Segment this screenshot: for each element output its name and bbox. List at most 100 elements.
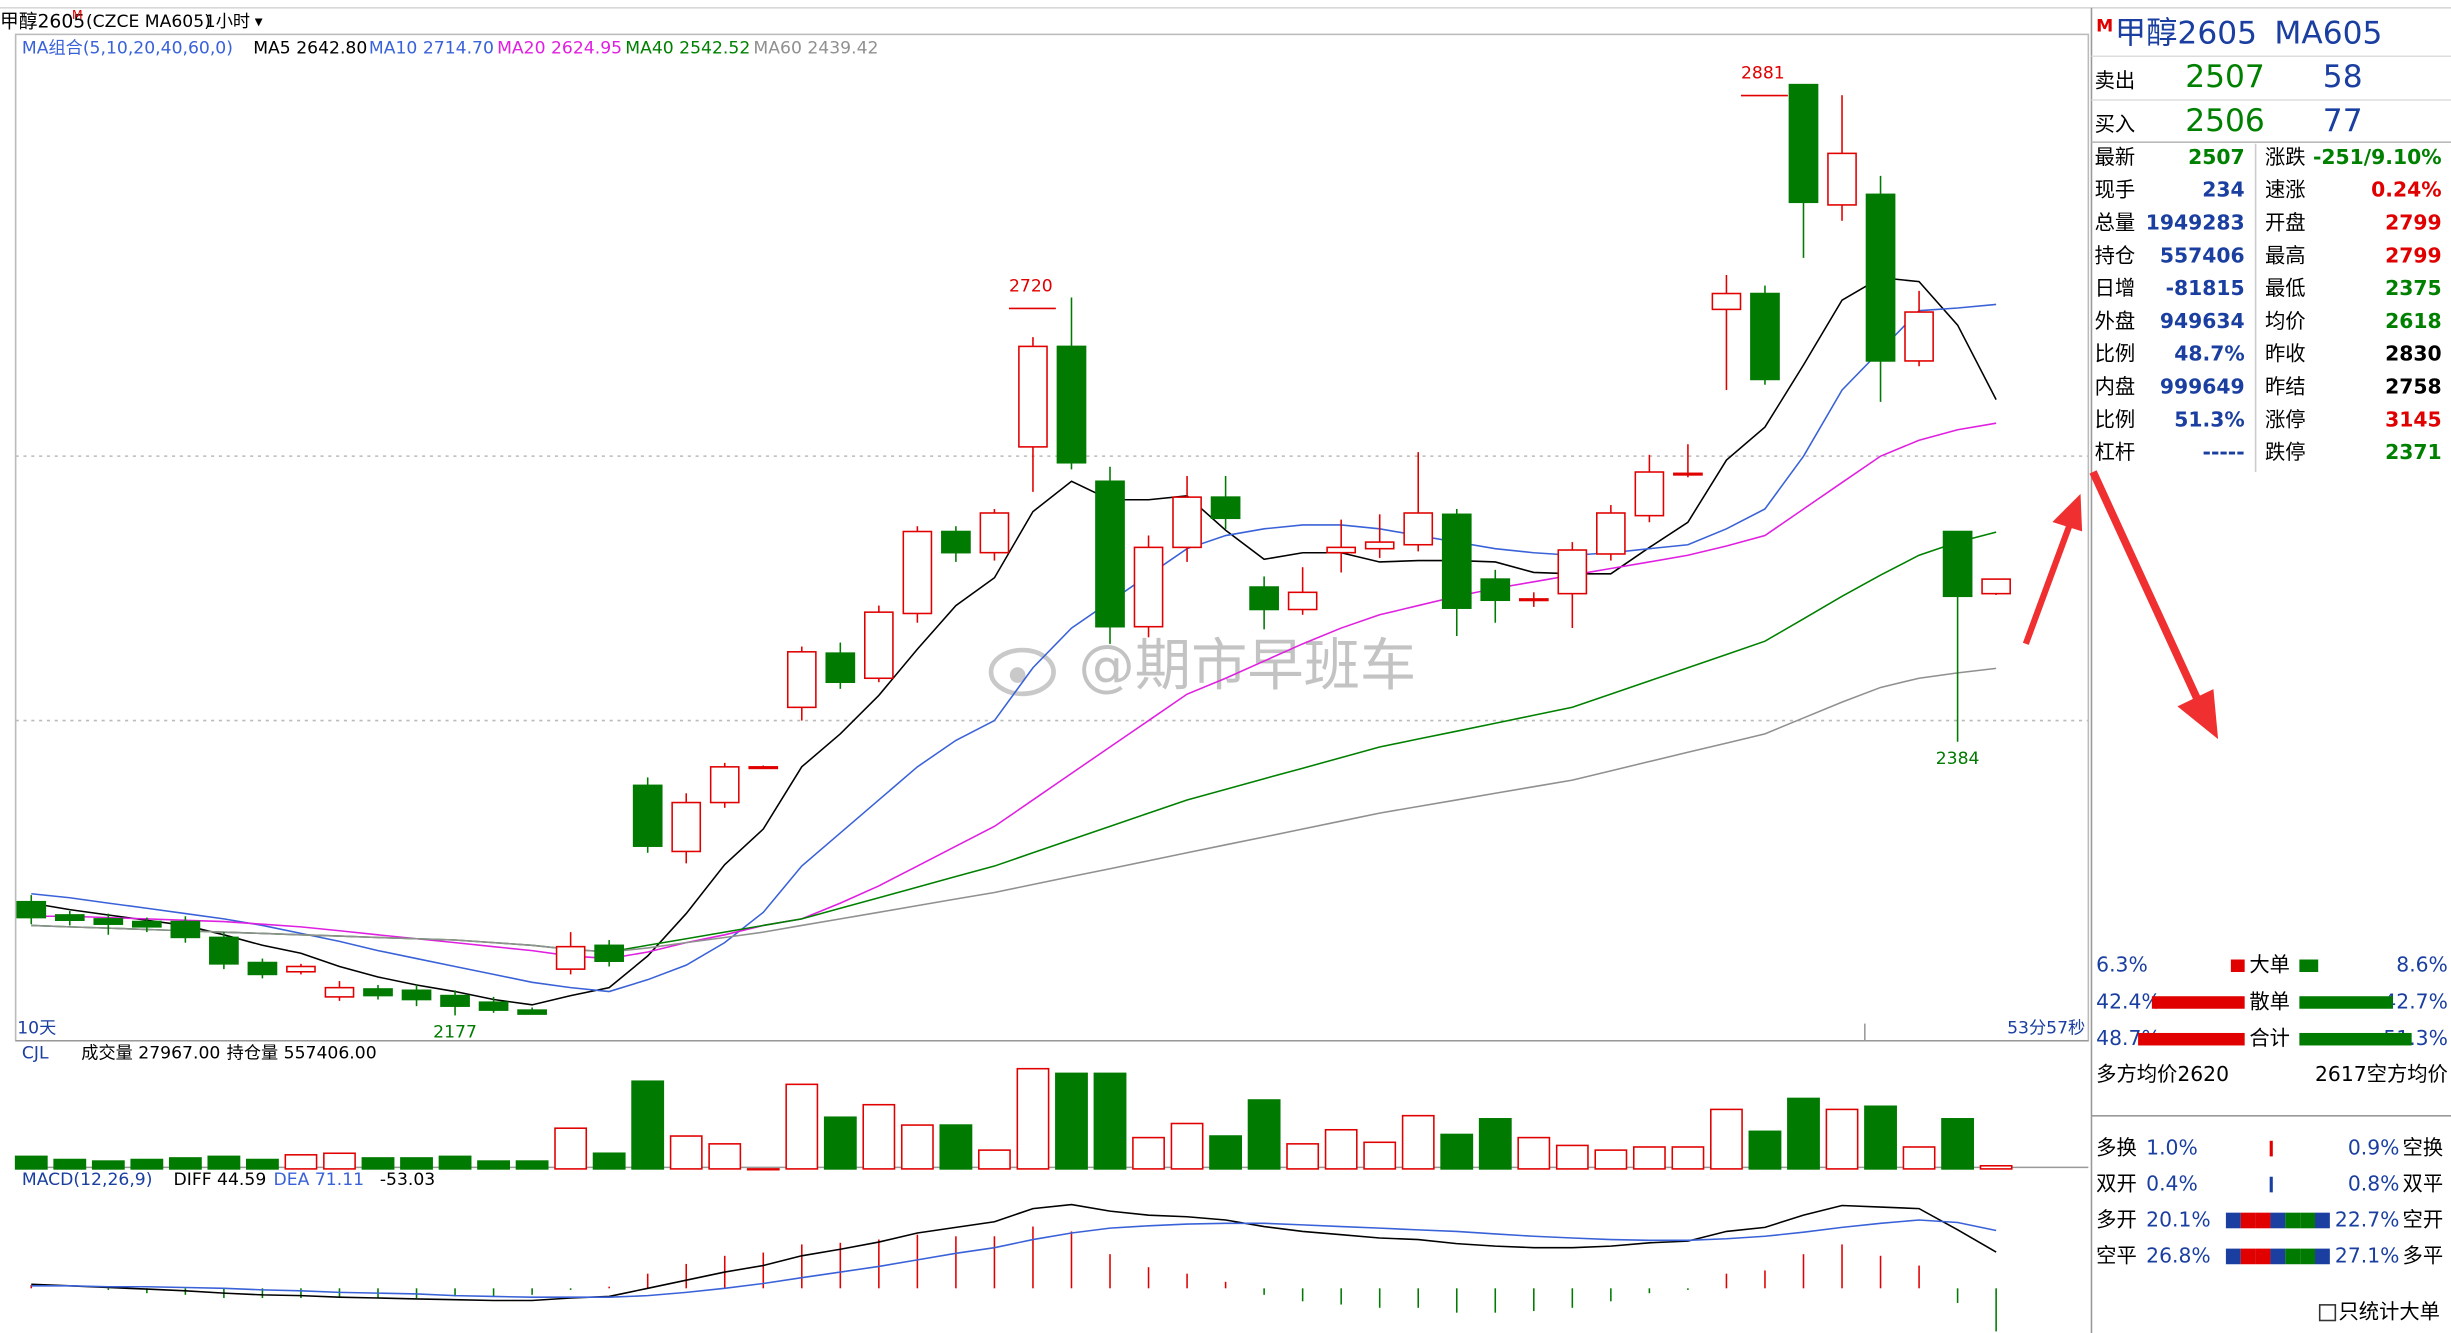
period[interactable]: 1小时: [205, 12, 250, 32]
title: 甲醇2605: [0, 10, 85, 32]
volume-bar: [1247, 1099, 1281, 1170]
volume-bar: [1671, 1146, 1705, 1170]
ma-legend-item: MA5 2642.80: [253, 38, 367, 58]
candle-body: [440, 994, 470, 1007]
volume-bar: [939, 1124, 973, 1170]
flow-block: [2240, 1248, 2256, 1265]
candle-body: [401, 989, 432, 1001]
flow-pct: 0.8%: [2348, 1172, 2400, 1196]
flow-block: [2300, 1212, 2316, 1229]
quote-label: 现手: [2095, 178, 2136, 202]
order-bar: [2138, 1032, 2245, 1046]
candle-body: [1326, 546, 1357, 554]
volume-bar: [1286, 1143, 1320, 1170]
flow-block: [2285, 1212, 2301, 1229]
quote-value: 2758: [2385, 375, 2442, 399]
candle-body: [93, 918, 124, 925]
candle-body: [324, 986, 355, 998]
quote-code: MA605: [2274, 15, 2382, 51]
quote-label: 比例: [2095, 407, 2136, 431]
checkbox[interactable]: [2318, 1304, 2337, 1322]
volume-bar: [1864, 1105, 1897, 1170]
order-bar: [2299, 959, 2319, 973]
watermark: @期市早班车: [988, 633, 1416, 698]
candle-body: [902, 530, 933, 615]
candle-body: [1095, 480, 1125, 628]
volume-bar: [323, 1152, 356, 1170]
quote-value: -251/9.10%: [2313, 145, 2442, 169]
volume-bar: [1440, 1133, 1474, 1170]
quote-label: 总量: [2095, 210, 2136, 234]
flow-block: [2285, 1248, 2301, 1265]
quote-label: 开盘: [2265, 210, 2306, 234]
flow-label: 双平: [2403, 1172, 2444, 1196]
candle-body: [517, 1009, 547, 1015]
order-bar: [2151, 996, 2245, 1009]
order-pct: 6.3%: [2096, 953, 2148, 977]
quote-value: -----: [2203, 440, 2245, 464]
ma-legend-title[interactable]: MA组合(5,10,20,40,60,0): [22, 38, 233, 58]
candle-body: [1827, 152, 1857, 206]
volume-bar: [1555, 1144, 1589, 1170]
volume-bar: [1324, 1128, 1358, 1170]
candle-body: [1634, 471, 1665, 517]
volume-bar: [53, 1158, 87, 1170]
candle-body: [709, 766, 740, 804]
candle-body: [1942, 530, 1973, 598]
indicator-line: [31, 1203, 1997, 1302]
candle-body: [247, 961, 278, 976]
annotation-arrows: [2022, 470, 2219, 740]
flow-pct: 26.8%: [2146, 1243, 2210, 1267]
quote-label: 跌停: [2265, 440, 2306, 464]
quote-value: 557406: [2160, 243, 2245, 267]
candle-body: [1518, 598, 1549, 602]
quote-value: 2371: [2385, 440, 2442, 464]
order-label: 合计: [2249, 1026, 2290, 1050]
quote-label: 最新: [2095, 145, 2136, 169]
book-qty: 58: [2323, 59, 2363, 95]
flow-label: 双开: [2096, 1172, 2137, 1196]
candle-body: [1904, 311, 1934, 362]
quote-label: 日增: [2095, 276, 2136, 300]
candle-body: [170, 920, 201, 939]
quote-value: 999649: [2160, 375, 2245, 399]
dropdown-icon[interactable]: ▾: [255, 12, 263, 30]
checkbox-label[interactable]: 只统计大单: [2338, 1300, 2439, 1324]
order-pct: 42.4%: [2096, 989, 2160, 1013]
quote-value: 51.3%: [2174, 407, 2244, 431]
volume-bar: [1902, 1146, 1936, 1170]
candle-body: [1673, 472, 1703, 476]
volume-bar: [1093, 1072, 1127, 1170]
indicator-line: [31, 276, 1997, 1006]
volume-bar: [1594, 1149, 1628, 1170]
ma-legend-item: MA10 2714.70: [369, 38, 494, 58]
flow-block: [2225, 1212, 2241, 1229]
candle-body: [979, 512, 1010, 554]
volume-bar: [438, 1155, 472, 1170]
flow-label: 多平: [2403, 1243, 2444, 1267]
quote-value: 3145: [2385, 407, 2442, 431]
price-label: 2720: [1009, 277, 1053, 297]
volume-bar: [400, 1157, 433, 1170]
price-label: 2384: [1936, 749, 1980, 769]
avg-price: 多方均价2620: [2096, 1062, 2229, 1086]
flow-label: 多开: [2096, 1207, 2137, 1231]
candle-body: [671, 801, 702, 853]
quote-value: 2799: [2385, 210, 2442, 234]
volume-bar: [284, 1154, 318, 1170]
candle-body: [1711, 292, 1742, 311]
order-bar: [2230, 959, 2245, 973]
candle-body: [286, 965, 316, 973]
volume-bar: [1787, 1097, 1820, 1170]
quote-value: 48.7%: [2174, 342, 2244, 366]
flow-block: [2315, 1248, 2330, 1265]
quote-value: 2799: [2385, 243, 2442, 267]
candle-body: [1865, 193, 1896, 362]
flow-pct: 20.1%: [2146, 1207, 2210, 1231]
candle-body: [1133, 546, 1164, 628]
quote-label: 涨停: [2265, 407, 2306, 431]
volume-bar: [862, 1103, 896, 1170]
indicator-line: [31, 303, 1997, 993]
quote-label: 比例: [2095, 342, 2136, 366]
